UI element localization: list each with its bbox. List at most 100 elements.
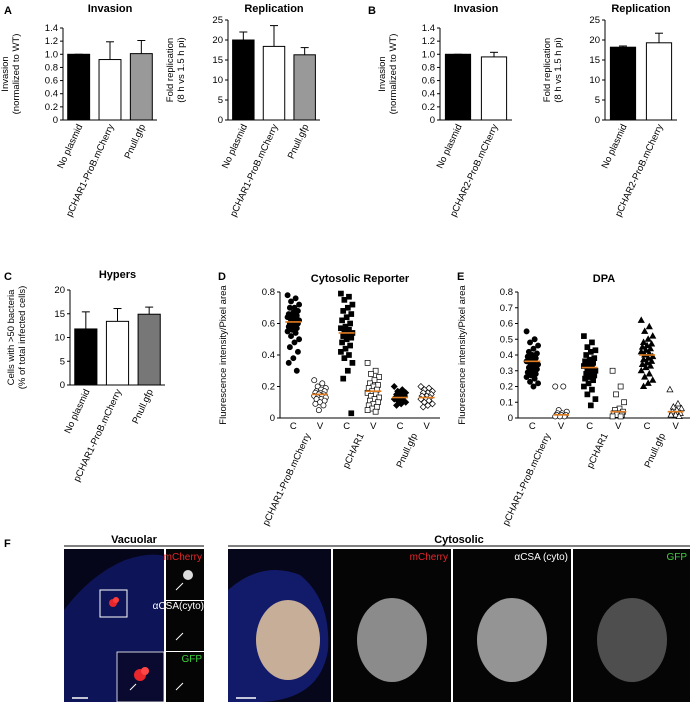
data-point (642, 346, 650, 353)
data-point (320, 402, 327, 409)
data-point (292, 330, 299, 336)
subcategory-label: C (397, 421, 404, 432)
y-tick-label: 0.4 (45, 89, 58, 100)
y-tick-label: 0.6 (45, 76, 58, 87)
x-category-label: No plasmid (435, 123, 465, 171)
y-tick-label: 0.2 (422, 102, 435, 113)
subcategory-label: V (615, 421, 622, 432)
data-point (339, 339, 345, 346)
micrograph-panel: Vacuolar Cytosolic mCherry αCSA(cyto) GF… (64, 534, 690, 703)
data-point (609, 413, 616, 420)
data-point (346, 352, 352, 358)
y-tick-label: 1.2 (45, 36, 58, 47)
data-point (530, 345, 537, 352)
x-category-label: Pnull.gfp (122, 123, 148, 161)
data-point (583, 352, 590, 358)
y-tick-label: 1.2 (422, 36, 435, 47)
data-point (371, 377, 378, 384)
y-tick-label: 1.4 (422, 23, 435, 34)
data-point (340, 375, 347, 382)
vacuolar-gfp-label: GFP (181, 654, 202, 665)
group-label: pCHAR1 (585, 432, 611, 471)
data-point (291, 339, 298, 346)
data-point (346, 293, 352, 300)
data-point (372, 408, 379, 415)
cytosolic-bacteria-mass (256, 600, 320, 680)
data-point (641, 373, 649, 380)
data-point (286, 344, 293, 351)
data-point (646, 344, 655, 352)
data-point (639, 355, 648, 363)
cytosolic-gfp-label: GFP (666, 552, 687, 563)
vacuolar-acsa-channel (166, 601, 204, 651)
bar (480, 56, 508, 121)
data-point (393, 401, 401, 409)
y-tick-label: 5 (595, 95, 600, 106)
group-label: Pnull.gfp (642, 432, 668, 470)
data-point (344, 367, 351, 374)
y-tick-label: 0.1 (500, 397, 513, 408)
data-point (621, 399, 627, 406)
data-point (523, 374, 530, 380)
bar (129, 53, 153, 121)
data-point (340, 308, 347, 314)
subcategory-label: V (672, 421, 679, 432)
data-point (348, 410, 355, 417)
bar (645, 42, 673, 121)
data-point (581, 333, 587, 339)
data-point (349, 301, 356, 308)
data-point (347, 342, 353, 349)
y-axis-label: Fluorescence intensity/Pixel area (218, 285, 229, 425)
data-point (376, 394, 382, 401)
y-tick-label: 0.6 (500, 319, 513, 330)
data-point (592, 367, 599, 374)
data-point (535, 342, 542, 349)
panel-letter-c: C (4, 271, 12, 283)
chart-title: Hypers (99, 269, 136, 281)
data-point (581, 383, 587, 390)
y-tick-label: 0.8 (45, 62, 58, 73)
panel-letter-f: F (4, 538, 11, 550)
panel-letter-a: A (4, 5, 12, 17)
vacuolar-acsa-label: αCSA(cyto) (153, 601, 204, 612)
data-point (523, 328, 530, 335)
data-point (347, 320, 353, 327)
subcategory-label: C (529, 421, 536, 432)
data-point (290, 355, 297, 362)
data-point (592, 396, 599, 402)
y-tick-label: 0 (430, 115, 435, 126)
data-point (637, 347, 645, 355)
data-point (648, 340, 656, 347)
y-tick-label: 0 (60, 380, 65, 391)
data-point (419, 403, 427, 411)
data-point (675, 412, 683, 419)
y-tick-label: 0.8 (262, 287, 275, 298)
data-point (527, 339, 533, 346)
data-point (364, 389, 371, 396)
chart-title: Replication (611, 3, 671, 15)
y-tick-label: 10 (589, 75, 600, 86)
y-tick-label: 10 (54, 333, 65, 344)
data-point (319, 380, 326, 387)
y-axis-label: Invasion (0, 56, 11, 91)
data-point (584, 344, 591, 350)
chart-title: Invasion (454, 3, 499, 15)
x-category-label: No plasmid (220, 123, 250, 171)
data-point (643, 341, 651, 349)
group-label: pCHAR1-ProB.mCherry (501, 431, 554, 527)
chart-title: DPA (593, 273, 615, 285)
data-point (587, 402, 594, 409)
y-axis-label: Fold replication (542, 38, 553, 102)
cytosolic-acsa-label: αCSA (cyto) (514, 552, 568, 563)
subcategory-label: C (586, 421, 593, 432)
data-point (342, 345, 349, 352)
y-tick-label: 0.2 (45, 102, 58, 113)
y-axis-label: Cells with >50 bacteria (6, 289, 17, 386)
bar (105, 320, 130, 386)
bar (444, 53, 472, 121)
chart-replication-b: 0 5 10 15 20 25 Replication Fold replication (8 … (542, 3, 677, 219)
data-point (364, 407, 371, 413)
y-tick-label: 0.4 (500, 350, 513, 361)
data-point (296, 336, 303, 343)
